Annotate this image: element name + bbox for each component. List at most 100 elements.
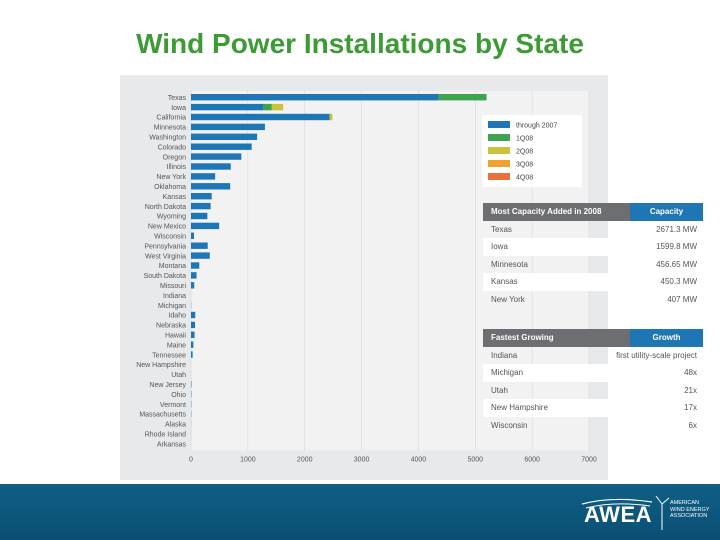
bar-segment: [191, 123, 265, 131]
bar-segment: [191, 94, 439, 101]
growth-state: Michigan: [491, 368, 524, 378]
capacity-row: New York 407 MW: [483, 291, 703, 308]
category-label: Pennsylvania: [144, 243, 186, 250]
capacity-value: 456.65 MW: [656, 259, 697, 269]
category-label: Wisconsin: [154, 234, 186, 241]
category-label: West Virginia: [145, 253, 186, 260]
logo-wordmark: AWEA: [584, 502, 652, 527]
legend-label: through 2007: [516, 123, 557, 130]
chart-panel: Texas Iowa California Minnesota Washington Co…: [120, 75, 703, 480]
growth-value: 48x: [684, 368, 697, 378]
growth-state: Utah: [491, 385, 508, 395]
capacity-state: Iowa: [491, 242, 508, 252]
growth-state: Indiana: [491, 351, 518, 360]
growth-value: first utility-scale project: [616, 351, 697, 360]
category-label: New Mexico: [148, 224, 186, 231]
bar-segment: [191, 153, 242, 160]
category-label: New York: [156, 174, 186, 181]
category-label: Nebraska: [156, 323, 186, 330]
category-label: Illinois: [167, 164, 187, 171]
category-label: California: [156, 115, 186, 122]
bar-segment: [191, 212, 208, 220]
category-label: Ohio: [171, 392, 186, 399]
capacity-value: 407 MW: [667, 294, 697, 304]
capacity-state: Minnesota: [491, 259, 528, 269]
category-label: Missouri: [160, 283, 187, 290]
category-label: Rhode Island: [145, 432, 186, 439]
growth-row: Utah 21x: [483, 382, 703, 399]
capacity-row: Minnesota 456.65 MW: [483, 256, 703, 273]
growth-header-value: Growth: [630, 329, 703, 347]
capacity-table-header: Most Capacity Added in 2008 Capacity: [483, 203, 703, 221]
awea-logo: AWEA AMERICAN WIND ENERGY ASSOCIATION: [572, 496, 712, 532]
bar-segment: [191, 173, 216, 180]
bar-segment: [271, 103, 284, 111]
stacked-bar-chart: Texas Iowa California Minnesota Washington Co…: [136, 91, 597, 463]
x-tick-label: 2000: [297, 456, 313, 463]
footer-bar: [0, 484, 720, 540]
growth-header-state: Fastest Growing: [483, 329, 630, 347]
capacity-state: Kansas: [491, 277, 518, 287]
capacity-value: 450.3 MW: [660, 277, 697, 287]
growth-table: Fastest Growing Growth Indiana first util…: [483, 329, 703, 434]
capacity-row: Iowa 1599.8 MW: [483, 238, 703, 256]
legend-swatch: [488, 134, 510, 141]
bar-segment: [191, 183, 231, 190]
capacity-row: Texas 2671.3 MW: [483, 221, 703, 238]
bar-segment: [191, 143, 252, 150]
bar-segment: [191, 133, 258, 140]
slide-title: Wind Power Installations by State: [136, 28, 584, 59]
category-label: New Hampshire: [136, 362, 186, 369]
growth-row: New Hampshire 17x: [483, 399, 703, 417]
bar-segment: [191, 232, 195, 239]
bar-segment: [191, 193, 212, 200]
category-label: Oregon: [163, 154, 186, 161]
x-tick-label: 0: [189, 456, 193, 463]
legend-label: 4Q08: [516, 175, 533, 182]
capacity-table: Most Capacity Added in 2008 Capacity Tex…: [483, 203, 703, 308]
bar-segment: [191, 282, 195, 289]
category-label: Minnesota: [154, 125, 186, 132]
category-label: Idaho: [168, 313, 186, 320]
capacity-row: Kansas 450.3 MW: [483, 273, 703, 291]
category-label: Massachusetts: [139, 412, 186, 419]
wind-turbine-icon: [581, 496, 670, 530]
legend-label: 3Q08: [516, 162, 533, 169]
x-tick-label: 6000: [524, 456, 540, 463]
capacity-header-state: Most Capacity Added in 2008: [483, 203, 630, 221]
capacity-header-value: Capacity: [630, 203, 703, 221]
bar-segment: [191, 222, 220, 230]
category-label: New Jersey: [149, 382, 186, 389]
category-label: Michigan: [158, 303, 186, 310]
bar-segment: [191, 242, 208, 249]
capacity-value: 1599.8 MW: [656, 242, 697, 252]
x-tick-label: 4000: [411, 456, 427, 463]
bar-segment: [263, 103, 272, 111]
category-label: Alaska: [165, 422, 186, 429]
category-label: Maine: [167, 342, 186, 349]
legend-swatch: [488, 160, 510, 167]
legend-label: 1Q08: [516, 136, 533, 143]
legend-swatch: [488, 173, 510, 180]
category-label: Arkansas: [157, 441, 187, 448]
logo-subtitle: AMERICAN WIND ENERGY ASSOCIATION: [670, 500, 710, 519]
growth-row: Wisconsin 6x: [483, 417, 703, 434]
growth-row: Michigan 48x: [483, 364, 703, 382]
capacity-state: New York: [491, 294, 525, 304]
category-label: Indiana: [163, 293, 186, 300]
category-label: Vermont: [160, 402, 186, 409]
category-label: Washington: [149, 135, 186, 142]
bar-segment: [191, 113, 330, 121]
bar-segment: [191, 331, 195, 338]
bar-segment: [329, 113, 333, 121]
category-label: Montana: [159, 263, 186, 270]
bar-segment: [191, 163, 231, 170]
category-label: Utah: [171, 372, 186, 379]
growth-value: 17x: [684, 403, 697, 413]
legend-swatch: [488, 147, 510, 154]
capacity-value: 2671.3 MW: [656, 225, 697, 234]
bar-segment: [438, 94, 487, 101]
growth-table-header: Fastest Growing Growth: [483, 329, 703, 347]
category-label: North Dakota: [145, 204, 186, 211]
category-label: Wyoming: [157, 214, 186, 221]
